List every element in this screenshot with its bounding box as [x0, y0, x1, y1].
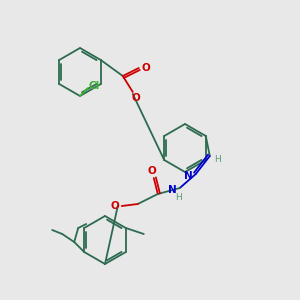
Text: O: O	[110, 201, 119, 211]
Text: H: H	[176, 193, 182, 202]
Text: Cl: Cl	[88, 81, 100, 91]
Text: O: O	[131, 93, 140, 103]
Text: O: O	[147, 166, 156, 176]
Text: N: N	[184, 171, 193, 181]
Text: H: H	[214, 154, 221, 164]
Text: N: N	[168, 185, 177, 195]
Text: O: O	[141, 63, 150, 73]
